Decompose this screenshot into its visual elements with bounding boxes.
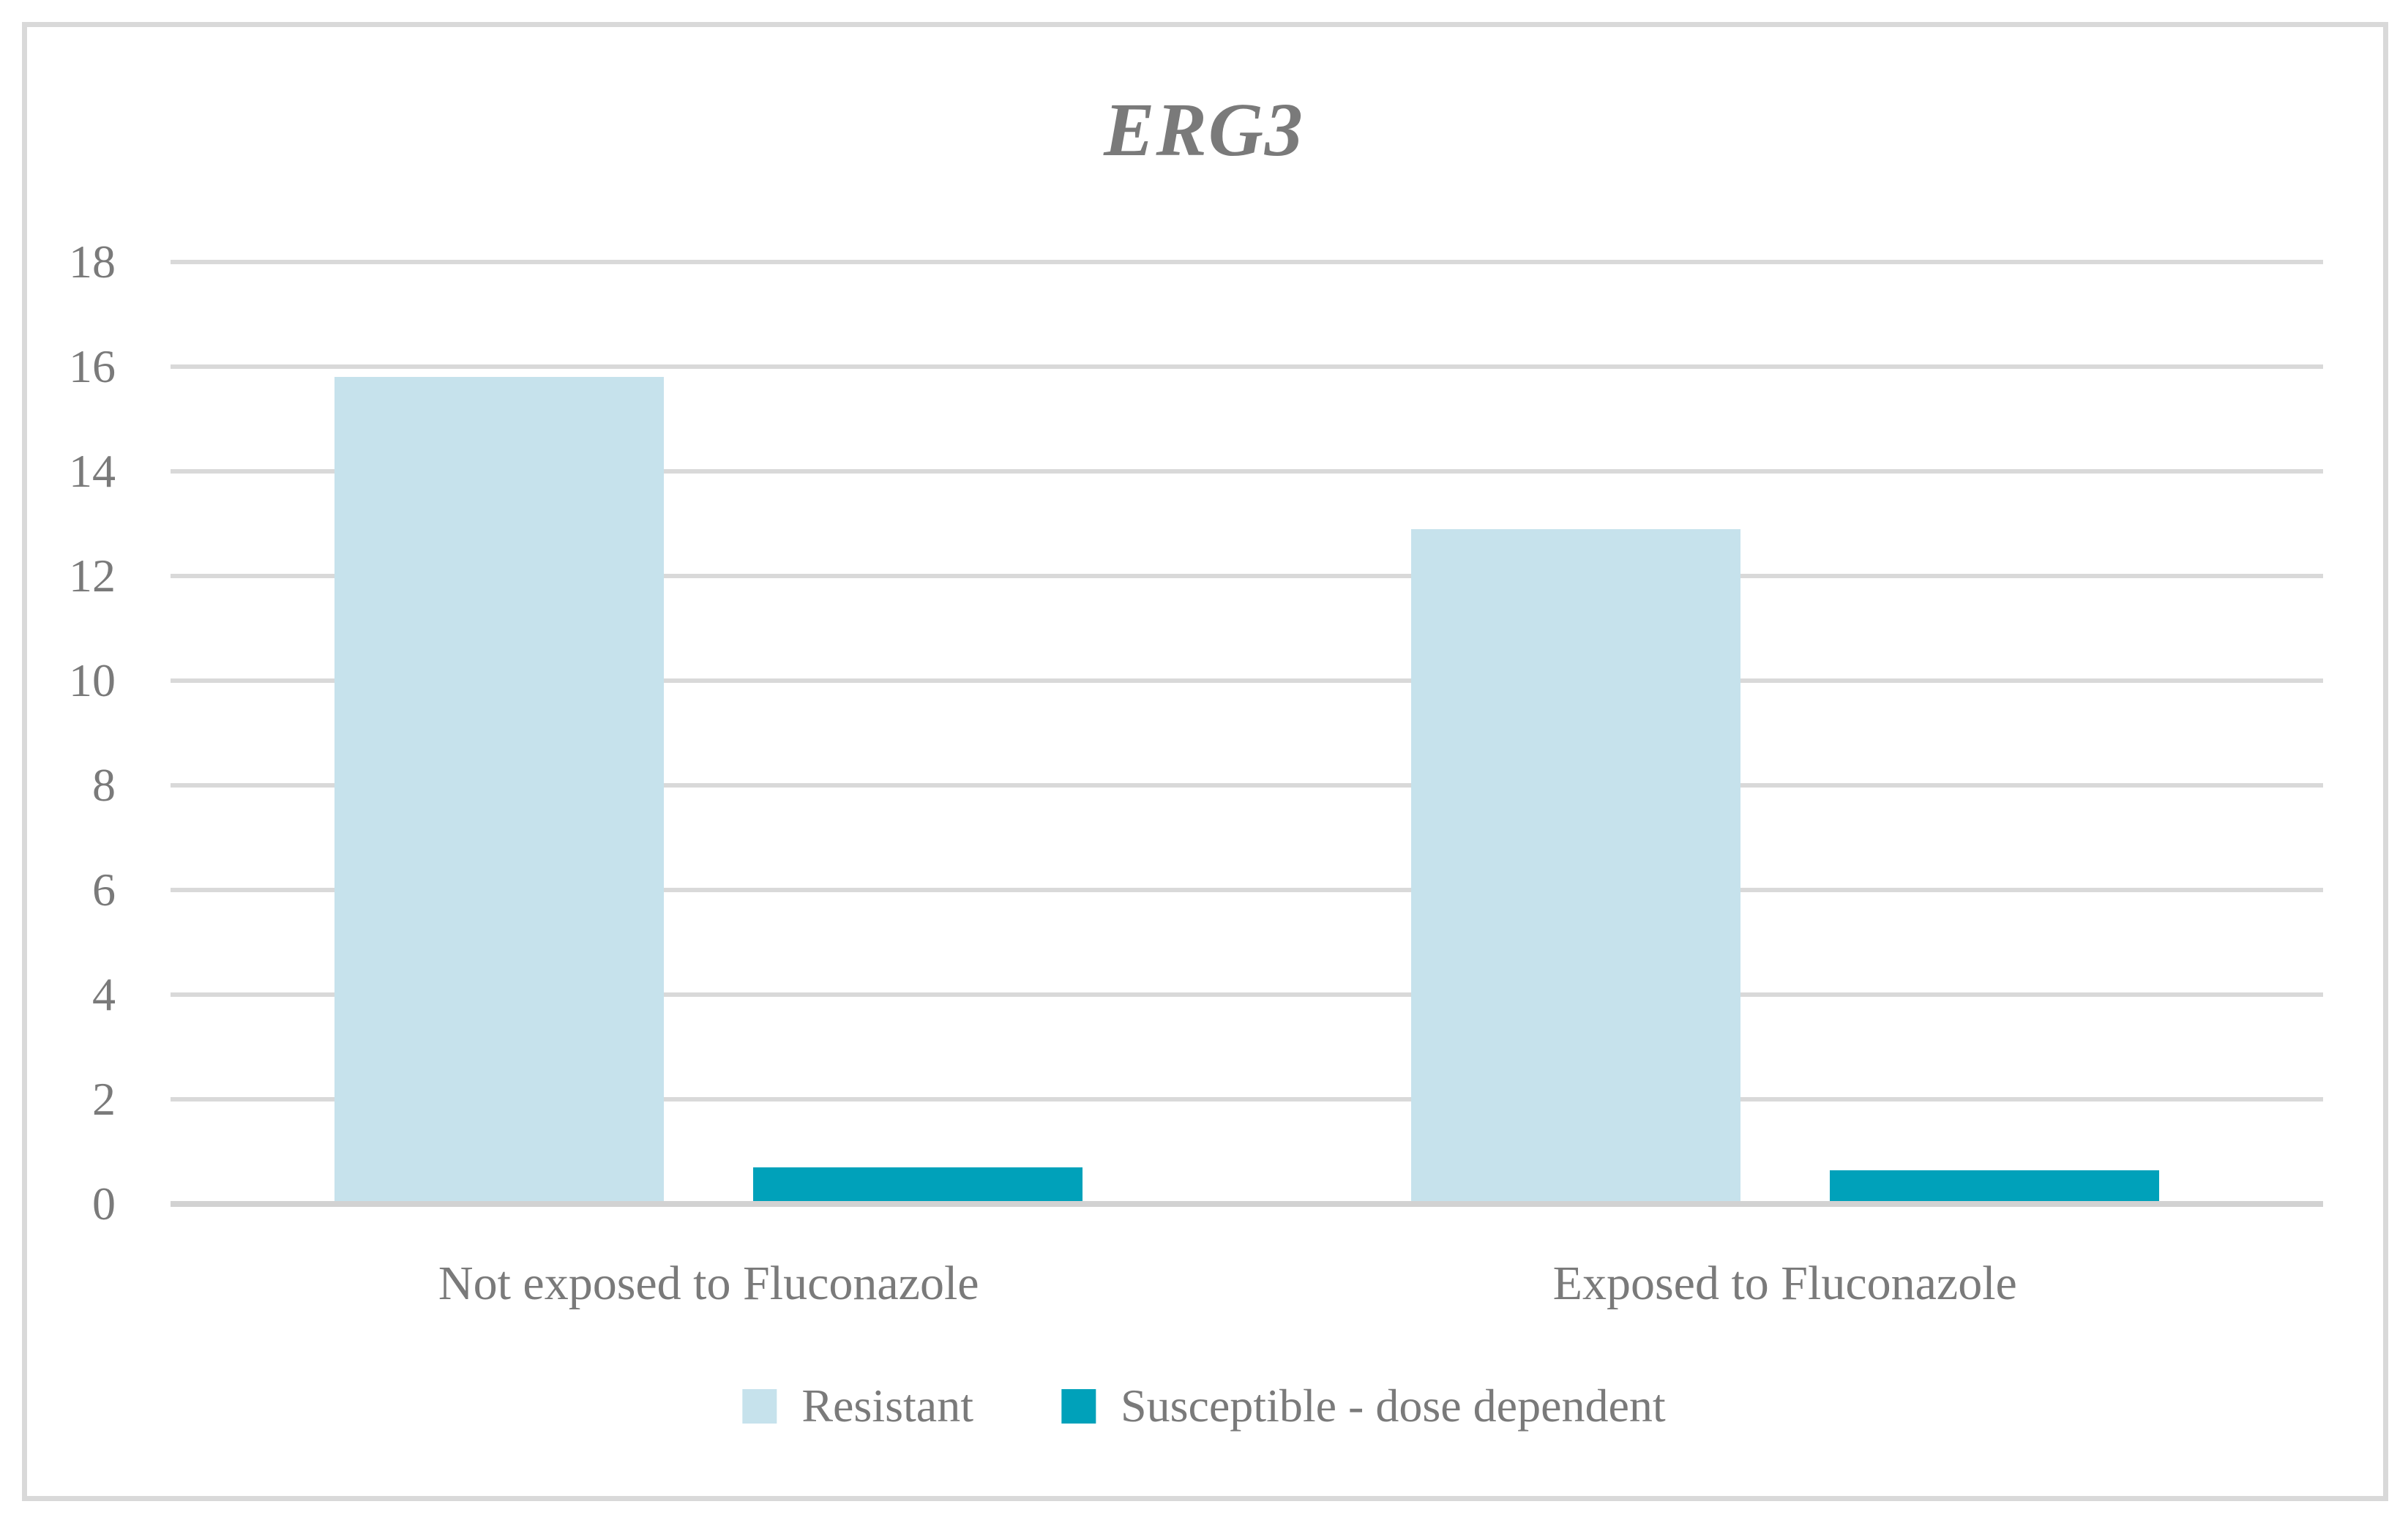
legend: Resistant Susceptible - dose dependent [742,1379,1666,1433]
bar-resistant-exposed-to-fluconazole [1410,528,1740,1204]
bar-resistant-not-exposed-to-fluconazole [334,377,665,1204]
bar-susceptible-dose-dependent-not-exposed-to-fluconazole [753,1167,1083,1204]
legend-swatch-susceptible-dose-dependent [1061,1388,1096,1424]
x-axis-label-exposed-to-fluconazole: Exposed to Fluconazole [1552,1257,2017,1310]
gridline-y-6 [171,888,2323,892]
y-axis-tick-label-16: 16 [69,340,116,392]
x-axis-line [171,1201,2323,1207]
y-axis-tick-label-2: 2 [92,1073,116,1125]
y-axis-tick-label-6: 6 [92,864,116,916]
y-axis-tick-label-12: 12 [69,550,116,602]
legend-swatch-resistant [742,1388,777,1424]
gridline-y-12 [171,574,2323,578]
gridline-y-18 [171,260,2323,264]
chart-title: ERG3 [1104,88,1304,172]
x-axis-label-not-exposed-to-fluconazole: Not exposed to Fluconazole [438,1257,979,1310]
y-axis-tick-label-0: 0 [92,1178,116,1230]
gridline-y-2 [171,1097,2323,1102]
bar-susceptible-dose-dependent-exposed-to-fluconazole [1829,1170,2159,1204]
legend-label-susceptible-dose-dependent: Susceptible - dose dependent [1120,1380,1666,1432]
y-axis-tick-label-4: 4 [92,968,116,1020]
y-axis-tick-label-18: 18 [69,236,116,288]
legend-label-resistant: Resistant [801,1380,973,1432]
legend-item-susceptible-dose-dependent: Susceptible - dose dependent [1061,1379,1666,1433]
gridline-y-4 [171,992,2323,997]
gridline-y-8 [171,783,2323,788]
y-axis-tick-label-10: 10 [69,654,116,706]
gridline-y-14 [171,469,2323,474]
legend-item-resistant: Resistant [742,1379,973,1433]
gridline-y-16 [171,364,2323,369]
y-axis-tick-label-14: 14 [69,445,116,497]
gridline-y-10 [171,678,2323,683]
y-axis-tick-label-8: 8 [92,759,116,811]
